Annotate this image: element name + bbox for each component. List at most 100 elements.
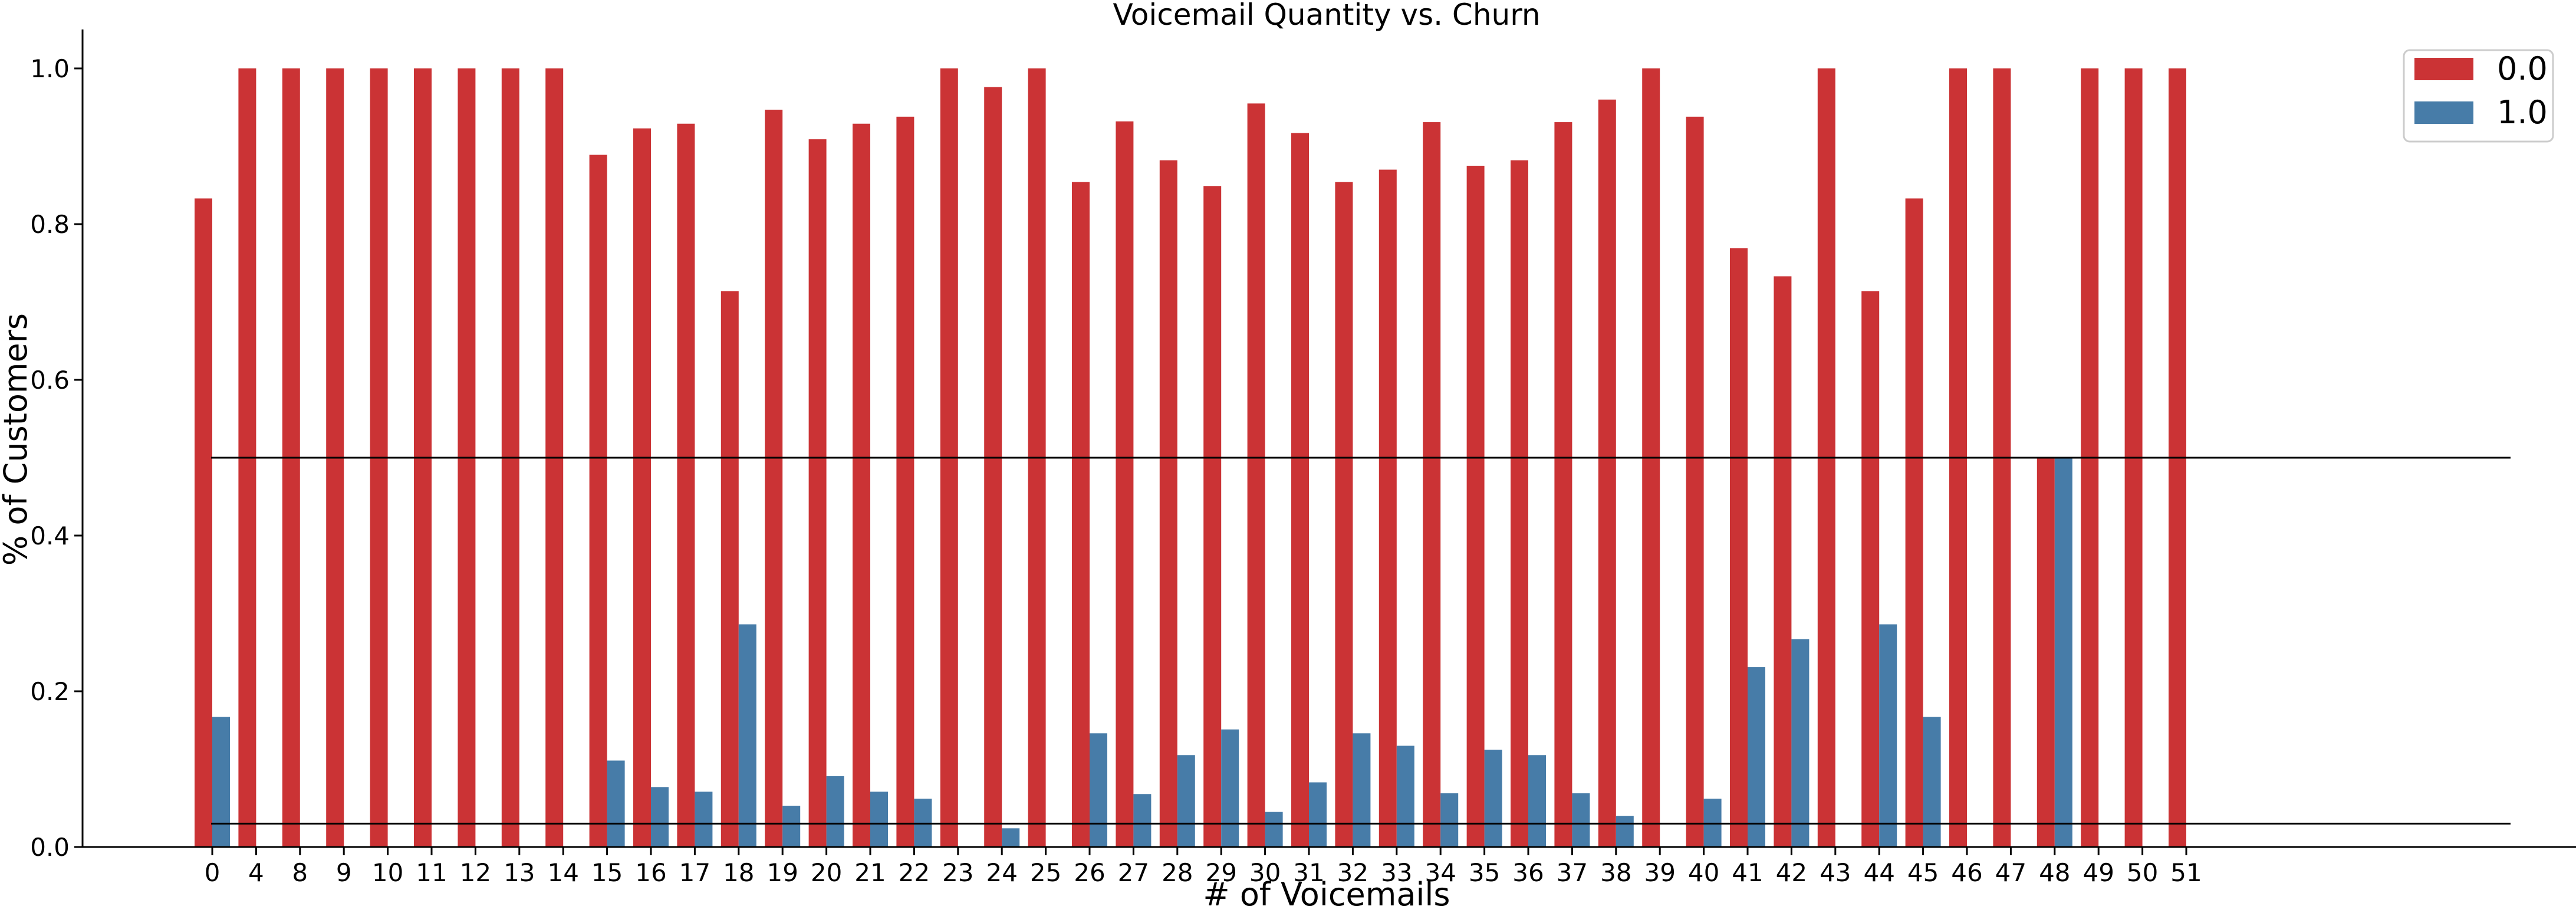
bar-churn-0	[1379, 169, 1397, 848]
x-tick-label: 28	[1162, 858, 1193, 887]
x-tick-label: 21	[854, 858, 886, 887]
x-tick-label: 20	[811, 858, 842, 887]
bar-churn-0	[1511, 160, 1528, 847]
x-tick-label: 42	[1776, 858, 1807, 887]
x-tick-label: 24	[986, 858, 1017, 887]
x-tick-label: 18	[723, 858, 754, 887]
x-tick-label: 51	[2170, 858, 2202, 887]
chart-title: Voicemail Quantity vs. Churn	[1113, 0, 1540, 32]
x-tick-label: 19	[766, 858, 798, 887]
bar-churn-0	[721, 291, 739, 847]
x-tick-label: 29	[1205, 858, 1236, 887]
bar-churn-0	[1072, 182, 1090, 848]
bar-churn-1	[1002, 828, 1020, 847]
bar-churn-1	[1572, 793, 1590, 847]
bar-churn-1	[1309, 782, 1327, 847]
bar-churn-1	[1090, 733, 1107, 847]
legend-swatch	[2414, 58, 2473, 80]
x-tick-label: 23	[942, 858, 973, 887]
reference-lines-group	[211, 457, 2511, 825]
bar-churn-1	[651, 787, 669, 847]
x-tick-label: 41	[1732, 858, 1763, 887]
bar-churn-0	[853, 123, 870, 848]
legend-label: 1.0	[2497, 94, 2548, 131]
bar-churn-0	[765, 109, 783, 848]
x-tick-label: 38	[1600, 858, 1631, 887]
legend-swatch	[2414, 101, 2473, 124]
x-axis-label: # of Voicemails	[1203, 876, 1450, 913]
bar-churn-1	[1791, 639, 1810, 847]
bar-churn-1	[695, 792, 713, 847]
bar-churn-1	[782, 806, 801, 847]
legend-label: 0.0	[2497, 50, 2548, 87]
bar-churn-0	[1203, 186, 1222, 847]
x-tick-label: 45	[1907, 858, 1939, 887]
y-tick-label: 0.6	[30, 366, 70, 395]
y-tick-label: 0.0	[30, 833, 70, 862]
bar-churn-0	[1116, 121, 1134, 847]
x-tick-label: 27	[1118, 858, 1149, 887]
bar-churn-0	[1335, 182, 1353, 848]
x-tick-label: 44	[1863, 858, 1894, 887]
bar-churn-1	[1265, 812, 1283, 847]
x-tick-label: 4	[248, 858, 264, 887]
bar-churn-1	[1396, 746, 1414, 847]
x-tick-label: 12	[460, 858, 491, 887]
bar-churn-0	[1291, 133, 1309, 847]
x-tick-label: 50	[2127, 858, 2158, 887]
bar-churn-0	[2037, 458, 2055, 847]
bar-churn-1	[1484, 750, 1502, 847]
bar-churn-1	[1528, 755, 1546, 847]
y-tick-label: 0.8	[30, 210, 70, 239]
bar-churn-1	[607, 760, 625, 847]
y-axis-label: % of Customers	[0, 313, 34, 566]
x-tick-label: 8	[292, 858, 308, 887]
bar-churn-1	[826, 776, 844, 847]
bar-churn-0	[808, 139, 827, 847]
x-tick-label: 14	[547, 858, 578, 887]
x-tick-label: 31	[1293, 858, 1324, 887]
x-tick-label: 49	[2082, 858, 2114, 887]
bar-churn-1	[1133, 794, 1152, 847]
x-tick-label: 32	[1337, 858, 1368, 887]
x-tick-label: 0	[205, 858, 221, 887]
x-tick-label: 48	[2039, 858, 2070, 887]
bar-churn-1	[738, 624, 756, 847]
x-tick-label: 25	[1030, 858, 1061, 887]
bar-churn-0	[1861, 291, 1880, 847]
y-tick-label: 1.0	[30, 54, 70, 83]
bar-churn-1	[212, 717, 230, 847]
bar-churn-1	[1748, 667, 1765, 847]
bar-churn-1	[1221, 729, 1239, 847]
x-tick-label: 33	[1381, 858, 1412, 887]
legend: 0.0 1.0	[2403, 49, 2554, 143]
x-tick-label: 46	[1951, 858, 1982, 887]
bar-churn-0	[1423, 122, 1441, 848]
bar-churn-0	[1598, 99, 1616, 847]
bar-churn-0	[633, 128, 651, 847]
x-tick-label: 35	[1469, 858, 1500, 887]
x-tick-label: 39	[1644, 858, 1675, 887]
x-tick-label: 17	[679, 858, 710, 887]
bar-churn-0	[1774, 276, 1792, 847]
bar-churn-0	[589, 155, 607, 847]
x-tick-label: 26	[1074, 858, 1105, 887]
bar-churn-0	[195, 198, 212, 848]
bar-churn-0	[1905, 198, 1923, 848]
bar-churn-0	[1730, 248, 1748, 847]
x-tick-label: 34	[1424, 858, 1456, 887]
x-tick-label: 22	[899, 858, 930, 887]
bar-churn-0	[984, 87, 1002, 848]
x-tick-label: 13	[504, 858, 535, 887]
bar-churn-0	[896, 116, 914, 848]
x-tick-label: 40	[1688, 858, 1719, 887]
bar-churn-1	[1177, 755, 1195, 847]
x-tick-label: 47	[1995, 858, 2026, 887]
bar-churn-1	[1353, 733, 1371, 847]
bar-churn-1	[1616, 816, 1634, 847]
bar-churn-0	[1247, 103, 1265, 847]
x-tick-label: 43	[1820, 858, 1851, 887]
bar-churn-1	[2054, 458, 2072, 847]
